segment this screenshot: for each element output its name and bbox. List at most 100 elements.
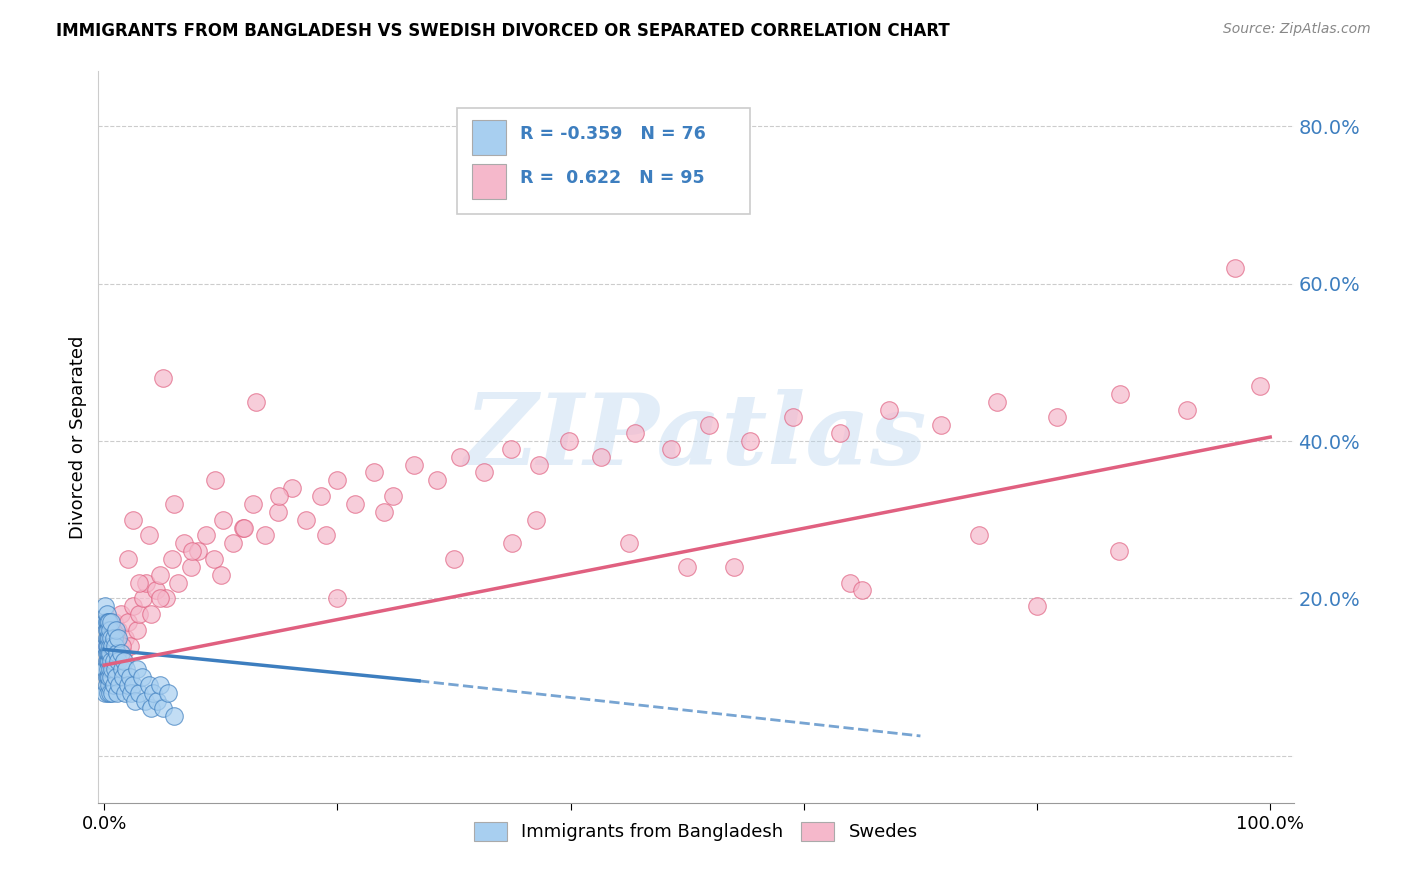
Point	[97, 639, 120, 653]
Point	[97, 646, 120, 660]
Point	[1225, 260, 1247, 275]
Point	[202, 552, 225, 566]
Point	[98, 662, 121, 676]
Point	[118, 670, 141, 684]
Point	[142, 686, 165, 700]
Point	[267, 505, 290, 519]
Point	[163, 709, 186, 723]
Point	[839, 575, 862, 590]
Point	[501, 442, 523, 456]
Point	[97, 670, 120, 684]
Point	[100, 615, 122, 629]
Point	[1108, 387, 1130, 401]
Point	[100, 654, 122, 668]
Point	[97, 654, 120, 668]
Point	[1046, 410, 1069, 425]
Point	[120, 686, 142, 700]
Point	[94, 686, 117, 700]
Point	[104, 639, 127, 653]
Point	[404, 458, 426, 472]
Point	[98, 670, 121, 684]
Point	[139, 607, 162, 621]
Point	[107, 631, 129, 645]
Point	[110, 646, 132, 660]
Point	[101, 662, 124, 676]
Point	[104, 662, 127, 676]
Point	[108, 678, 131, 692]
Point	[96, 639, 118, 653]
FancyBboxPatch shape	[472, 164, 506, 199]
Point	[589, 450, 612, 464]
Point	[186, 544, 208, 558]
Point	[155, 591, 177, 606]
Point	[125, 662, 148, 676]
Point	[100, 631, 122, 645]
Point	[100, 670, 122, 684]
Point	[110, 607, 132, 621]
Point	[149, 591, 172, 606]
Point	[145, 583, 167, 598]
Point	[363, 466, 385, 480]
Point	[449, 450, 471, 464]
Point	[111, 646, 134, 660]
Point	[138, 678, 160, 692]
Point	[194, 528, 217, 542]
Point	[104, 623, 127, 637]
Point	[527, 458, 550, 472]
Point	[617, 536, 640, 550]
Point	[558, 434, 581, 448]
Point	[232, 520, 254, 534]
Point	[180, 559, 202, 574]
Point	[97, 654, 120, 668]
Point	[1108, 544, 1130, 558]
Point	[94, 599, 117, 614]
Point	[877, 402, 900, 417]
Point	[117, 615, 139, 629]
Point	[97, 670, 120, 684]
Point	[163, 497, 186, 511]
Point	[131, 670, 153, 684]
Point	[501, 536, 523, 550]
Point	[98, 686, 121, 700]
Point	[343, 497, 366, 511]
Point	[98, 639, 121, 653]
Point	[967, 528, 990, 542]
Point	[180, 544, 202, 558]
Point	[97, 623, 120, 637]
Point	[122, 513, 145, 527]
Point	[382, 489, 405, 503]
Point	[134, 693, 156, 707]
Point	[149, 678, 172, 692]
Point	[152, 371, 174, 385]
Point	[828, 426, 851, 441]
Point	[315, 528, 337, 542]
Point	[254, 528, 277, 542]
Legend: Immigrants from Bangladesh, Swedes: Immigrants from Bangladesh, Swedes	[467, 814, 925, 848]
Point	[221, 536, 243, 550]
Point	[425, 473, 447, 487]
Point	[723, 559, 745, 574]
Point	[96, 615, 118, 629]
Text: ZIPatlas: ZIPatlas	[465, 389, 927, 485]
Point	[699, 418, 721, 433]
Y-axis label: Divorced or Separated: Divorced or Separated	[69, 335, 87, 539]
Point	[157, 686, 180, 700]
Point	[373, 505, 395, 519]
Point	[96, 646, 118, 660]
Point	[94, 662, 117, 676]
Point	[740, 434, 762, 448]
Point	[118, 639, 141, 653]
Point	[623, 426, 645, 441]
Text: R =  0.622   N = 95: R = 0.622 N = 95	[520, 169, 704, 187]
Point	[94, 639, 117, 653]
Point	[104, 631, 127, 645]
Point	[114, 686, 136, 700]
FancyBboxPatch shape	[472, 120, 506, 154]
Point	[96, 639, 118, 653]
Point	[117, 552, 139, 566]
Point	[96, 631, 118, 645]
Point	[111, 639, 134, 653]
Point	[659, 442, 682, 456]
Point	[209, 567, 232, 582]
Point	[212, 513, 235, 527]
